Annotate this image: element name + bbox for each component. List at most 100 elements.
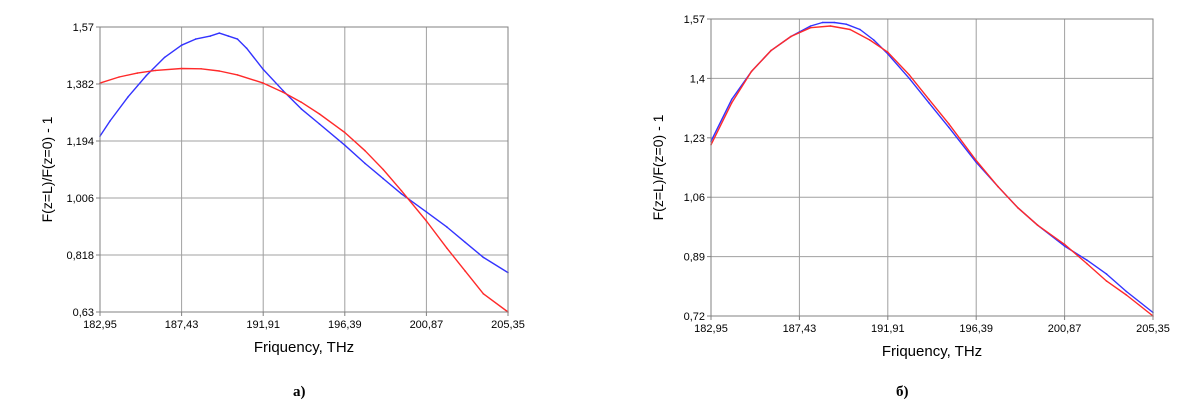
data-point-series-2 xyxy=(118,76,120,78)
data-point-series-2 xyxy=(180,67,183,70)
x-tick-label: 187,43 xyxy=(783,323,817,335)
data-point-series-1 xyxy=(908,77,911,80)
x-tick-label: 200,87 xyxy=(410,319,444,331)
data-point-series-1 xyxy=(282,89,284,92)
data-point-series-2 xyxy=(218,70,221,72)
data-point-series-2 xyxy=(136,72,139,74)
data-point-series-1 xyxy=(730,98,733,101)
data-point-series-1 xyxy=(425,211,428,213)
data-point-series-1 xyxy=(344,144,346,146)
data-point-series-1 xyxy=(859,28,861,31)
data-point-series-2 xyxy=(382,168,385,171)
data-point-series-1 xyxy=(245,47,248,49)
y-tick-label: 1,57 xyxy=(684,14,705,26)
x-tick-label: 182,95 xyxy=(83,319,117,331)
data-point-series-1 xyxy=(218,32,221,34)
data-point-series-2 xyxy=(1017,206,1019,209)
data-point-series-1 xyxy=(1125,290,1128,293)
data-point-series-2 xyxy=(790,35,792,38)
data-point-series-2 xyxy=(849,28,851,31)
data-point-series-1 xyxy=(209,35,211,37)
data-point-series-1 xyxy=(180,44,183,46)
caption-a: а) xyxy=(293,384,306,400)
data-point-series-2 xyxy=(464,270,467,272)
data-point-series-2 xyxy=(770,49,772,52)
data-point-series-1 xyxy=(382,177,385,180)
chart-panel-b: 182,95 187,43 191,91 196,39 200,87 205,35 0,72… xyxy=(630,0,1177,406)
data-point-series-1 xyxy=(464,241,467,244)
data-point-series-2 xyxy=(887,51,889,53)
data-point-series-2 xyxy=(1036,224,1039,226)
data-point-series-2 xyxy=(975,159,977,162)
x-tick-label: 187,43 xyxy=(165,319,199,331)
data-point-series-1 xyxy=(364,162,366,165)
x-tick-label: 191,91 xyxy=(246,319,280,331)
data-point-series-2 xyxy=(997,185,999,188)
data-point-series-2 xyxy=(446,247,448,250)
data-point-series-2 xyxy=(829,25,832,27)
data-point-series-2 xyxy=(262,82,265,84)
y-tick-label: 0,818 xyxy=(66,250,94,262)
data-point-series-2 xyxy=(482,293,485,295)
data-point-series-2 xyxy=(425,220,428,222)
x-tick-label: 196,39 xyxy=(959,323,993,335)
y-tick-label: 1,23 xyxy=(684,133,705,145)
data-point-series-2 xyxy=(928,98,930,101)
data-point-series-2 xyxy=(948,123,950,125)
y-axis-label: F(z=L)/F(z=0) - 1 xyxy=(39,116,55,222)
chart-panel-a: 182,95 187,43 191,91 196,39 200,87 205,35 0,63… xyxy=(0,0,540,406)
data-point-series-2 xyxy=(809,26,812,29)
series-line-2 xyxy=(710,25,1154,317)
data-point-series-1 xyxy=(227,35,230,37)
y-tick-label: 0,72 xyxy=(684,311,705,323)
data-point-series-1 xyxy=(262,68,265,71)
data-point-series-2 xyxy=(364,149,366,152)
data-point-series-2 xyxy=(730,102,733,104)
plot-area xyxy=(100,27,508,312)
data-point-series-2 xyxy=(400,189,403,192)
data-point-series-1 xyxy=(833,21,836,24)
data-point-series-1 xyxy=(845,23,847,26)
y-tick-label: 1,4 xyxy=(690,73,705,85)
data-point-series-1 xyxy=(145,74,148,77)
plot-border xyxy=(99,26,509,313)
x-tick-label: 205,35 xyxy=(491,319,525,331)
data-point-series-2 xyxy=(344,131,346,134)
data-point-series-1 xyxy=(300,108,303,110)
x-tick-label: 200,87 xyxy=(1048,323,1082,335)
data-point-series-1 xyxy=(318,123,321,125)
y-tick-label: 1,06 xyxy=(684,192,705,204)
y-tick-label: 1,57 xyxy=(73,22,94,34)
data-point-series-1 xyxy=(446,226,448,228)
data-point-series-2 xyxy=(236,74,239,76)
data-point-series-2 xyxy=(1105,280,1108,282)
caption-b: б) xyxy=(896,384,909,400)
x-axis-label: Friquency, THz xyxy=(254,339,354,356)
data-point-series-2 xyxy=(1063,243,1066,246)
data-point-series-1 xyxy=(821,21,824,24)
y-tick-label: 1,006 xyxy=(66,193,94,205)
data-point-series-2 xyxy=(300,101,303,103)
data-point-series-1 xyxy=(928,102,930,104)
data-point-series-1 xyxy=(809,25,812,27)
y-tick-label: 0,63 xyxy=(73,307,94,319)
data-point-series-1 xyxy=(1086,259,1088,261)
data-point-series-1 xyxy=(163,56,166,59)
plot-area xyxy=(711,19,1153,316)
x-tick-label: 182,95 xyxy=(694,323,728,335)
chart-b: 182,95 187,43 191,91 196,39 200,87 205,35 0,72… xyxy=(650,14,1170,360)
data-point-series-2 xyxy=(908,74,911,76)
x-tick-label: 191,91 xyxy=(871,323,905,335)
data-point-series-1 xyxy=(1105,273,1108,275)
data-point-series-1 xyxy=(948,126,950,129)
data-point-series-2 xyxy=(318,113,321,115)
y-tick-label: 0,89 xyxy=(684,252,705,264)
data-point-series-2 xyxy=(750,70,753,73)
data-point-series-1 xyxy=(873,39,875,41)
data-point-series-1 xyxy=(236,38,239,40)
plot-border xyxy=(710,18,1154,317)
data-point-series-1 xyxy=(400,193,403,195)
data-point-series-2 xyxy=(200,68,202,70)
chart-a: 182,95 187,43 191,91 196,39 200,87 205,35 0,63… xyxy=(39,22,525,356)
data-point-series-2 xyxy=(1125,294,1128,296)
